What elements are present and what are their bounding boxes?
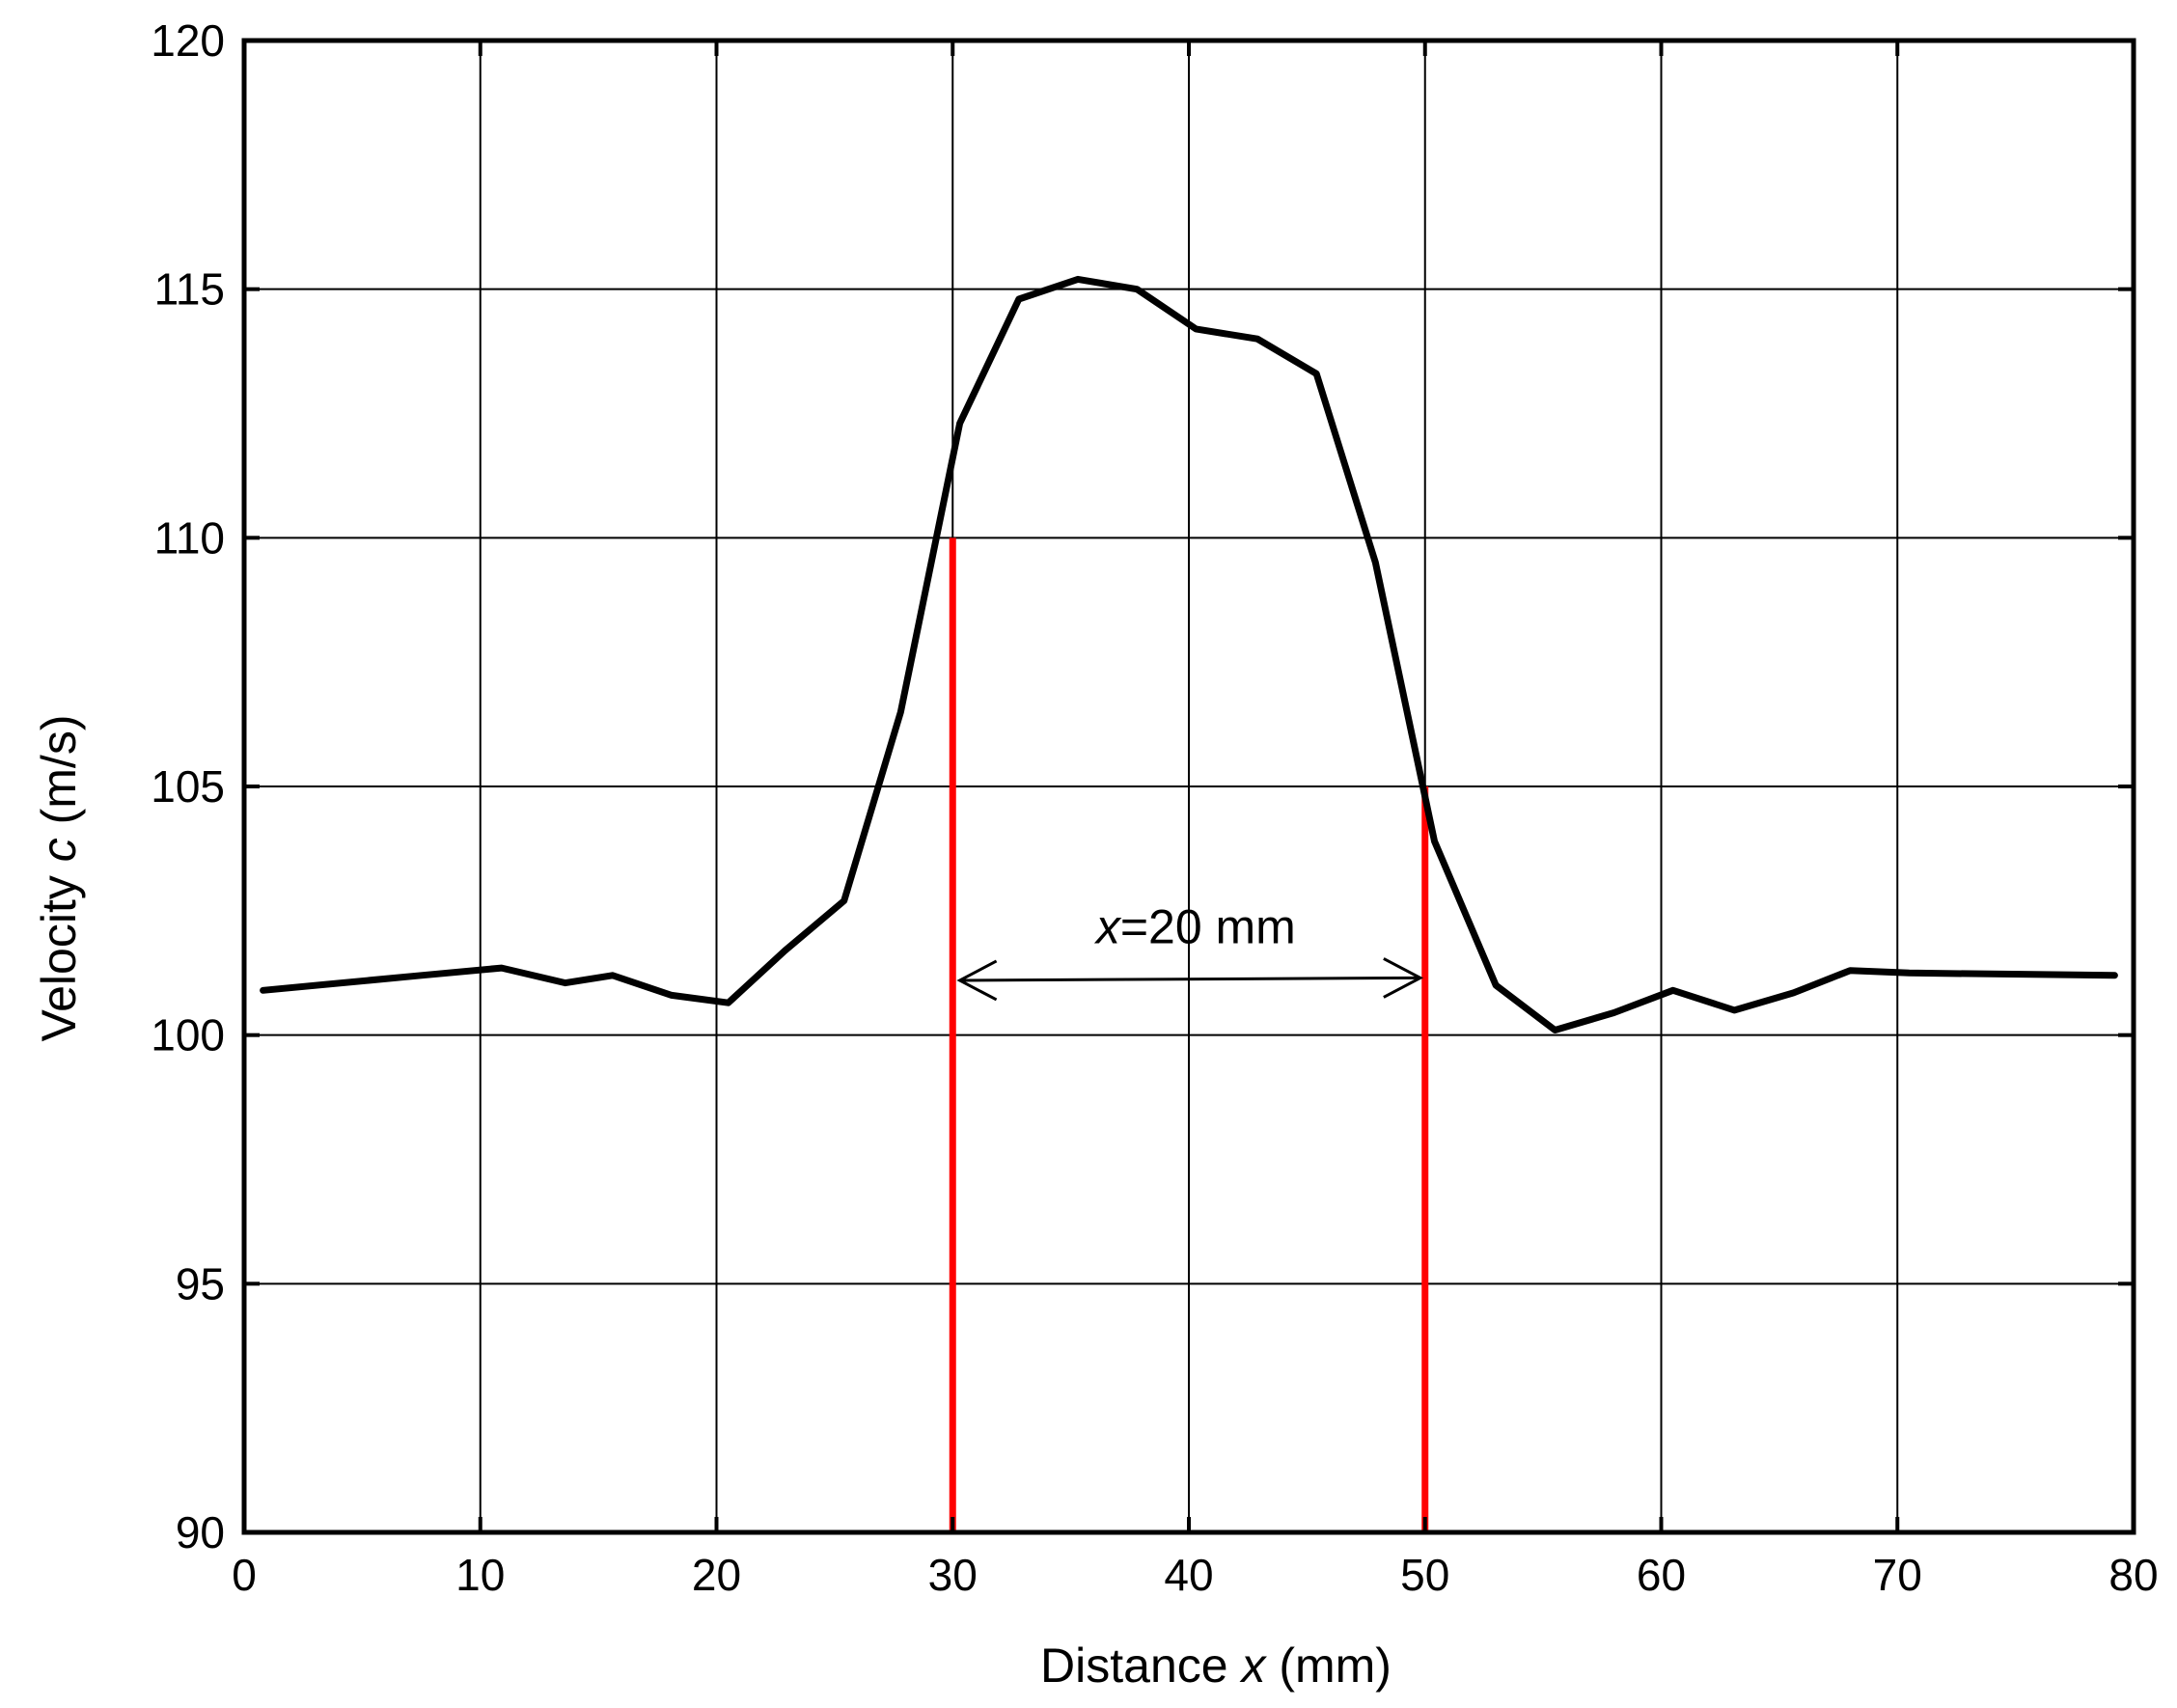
x-tick-label: 30 (928, 1550, 978, 1600)
width-annotation: x=20 mm (1094, 899, 1296, 953)
annotation-layer: x=20 mm (960, 899, 1420, 1000)
x-tick-label: 0 (232, 1550, 257, 1600)
x-tick-label: 50 (1400, 1550, 1449, 1600)
y-tick-label: 95 (176, 1258, 225, 1309)
x-tick-label: 80 (2108, 1550, 2158, 1600)
x-axis-label: Distance x (mm) (1040, 1639, 1392, 1693)
grid-layer (244, 41, 2134, 1532)
y-tick-label: 110 (154, 512, 225, 563)
y-tick-label: 115 (154, 264, 225, 315)
x-tick-label: 10 (455, 1550, 505, 1600)
y-axis-label: Velocity c (m/s) (32, 715, 86, 1042)
x-tick-label: 40 (1164, 1550, 1213, 1600)
y-tick-label: 100 (151, 1010, 225, 1061)
y-tick-label: 90 (176, 1507, 225, 1557)
x-tick-label: 70 (1873, 1550, 1922, 1600)
y-tick-label: 120 (151, 15, 225, 66)
x-tick-label: 20 (692, 1550, 741, 1600)
tick-layer: 0 10 20 30 40 50 60 70 80 90 95 100 105 110 115 120 (151, 15, 2158, 1600)
y-tick-label: 105 (151, 761, 225, 812)
dimension-arrow-line (960, 978, 1420, 980)
x-tick-label: 60 (1637, 1550, 1686, 1600)
